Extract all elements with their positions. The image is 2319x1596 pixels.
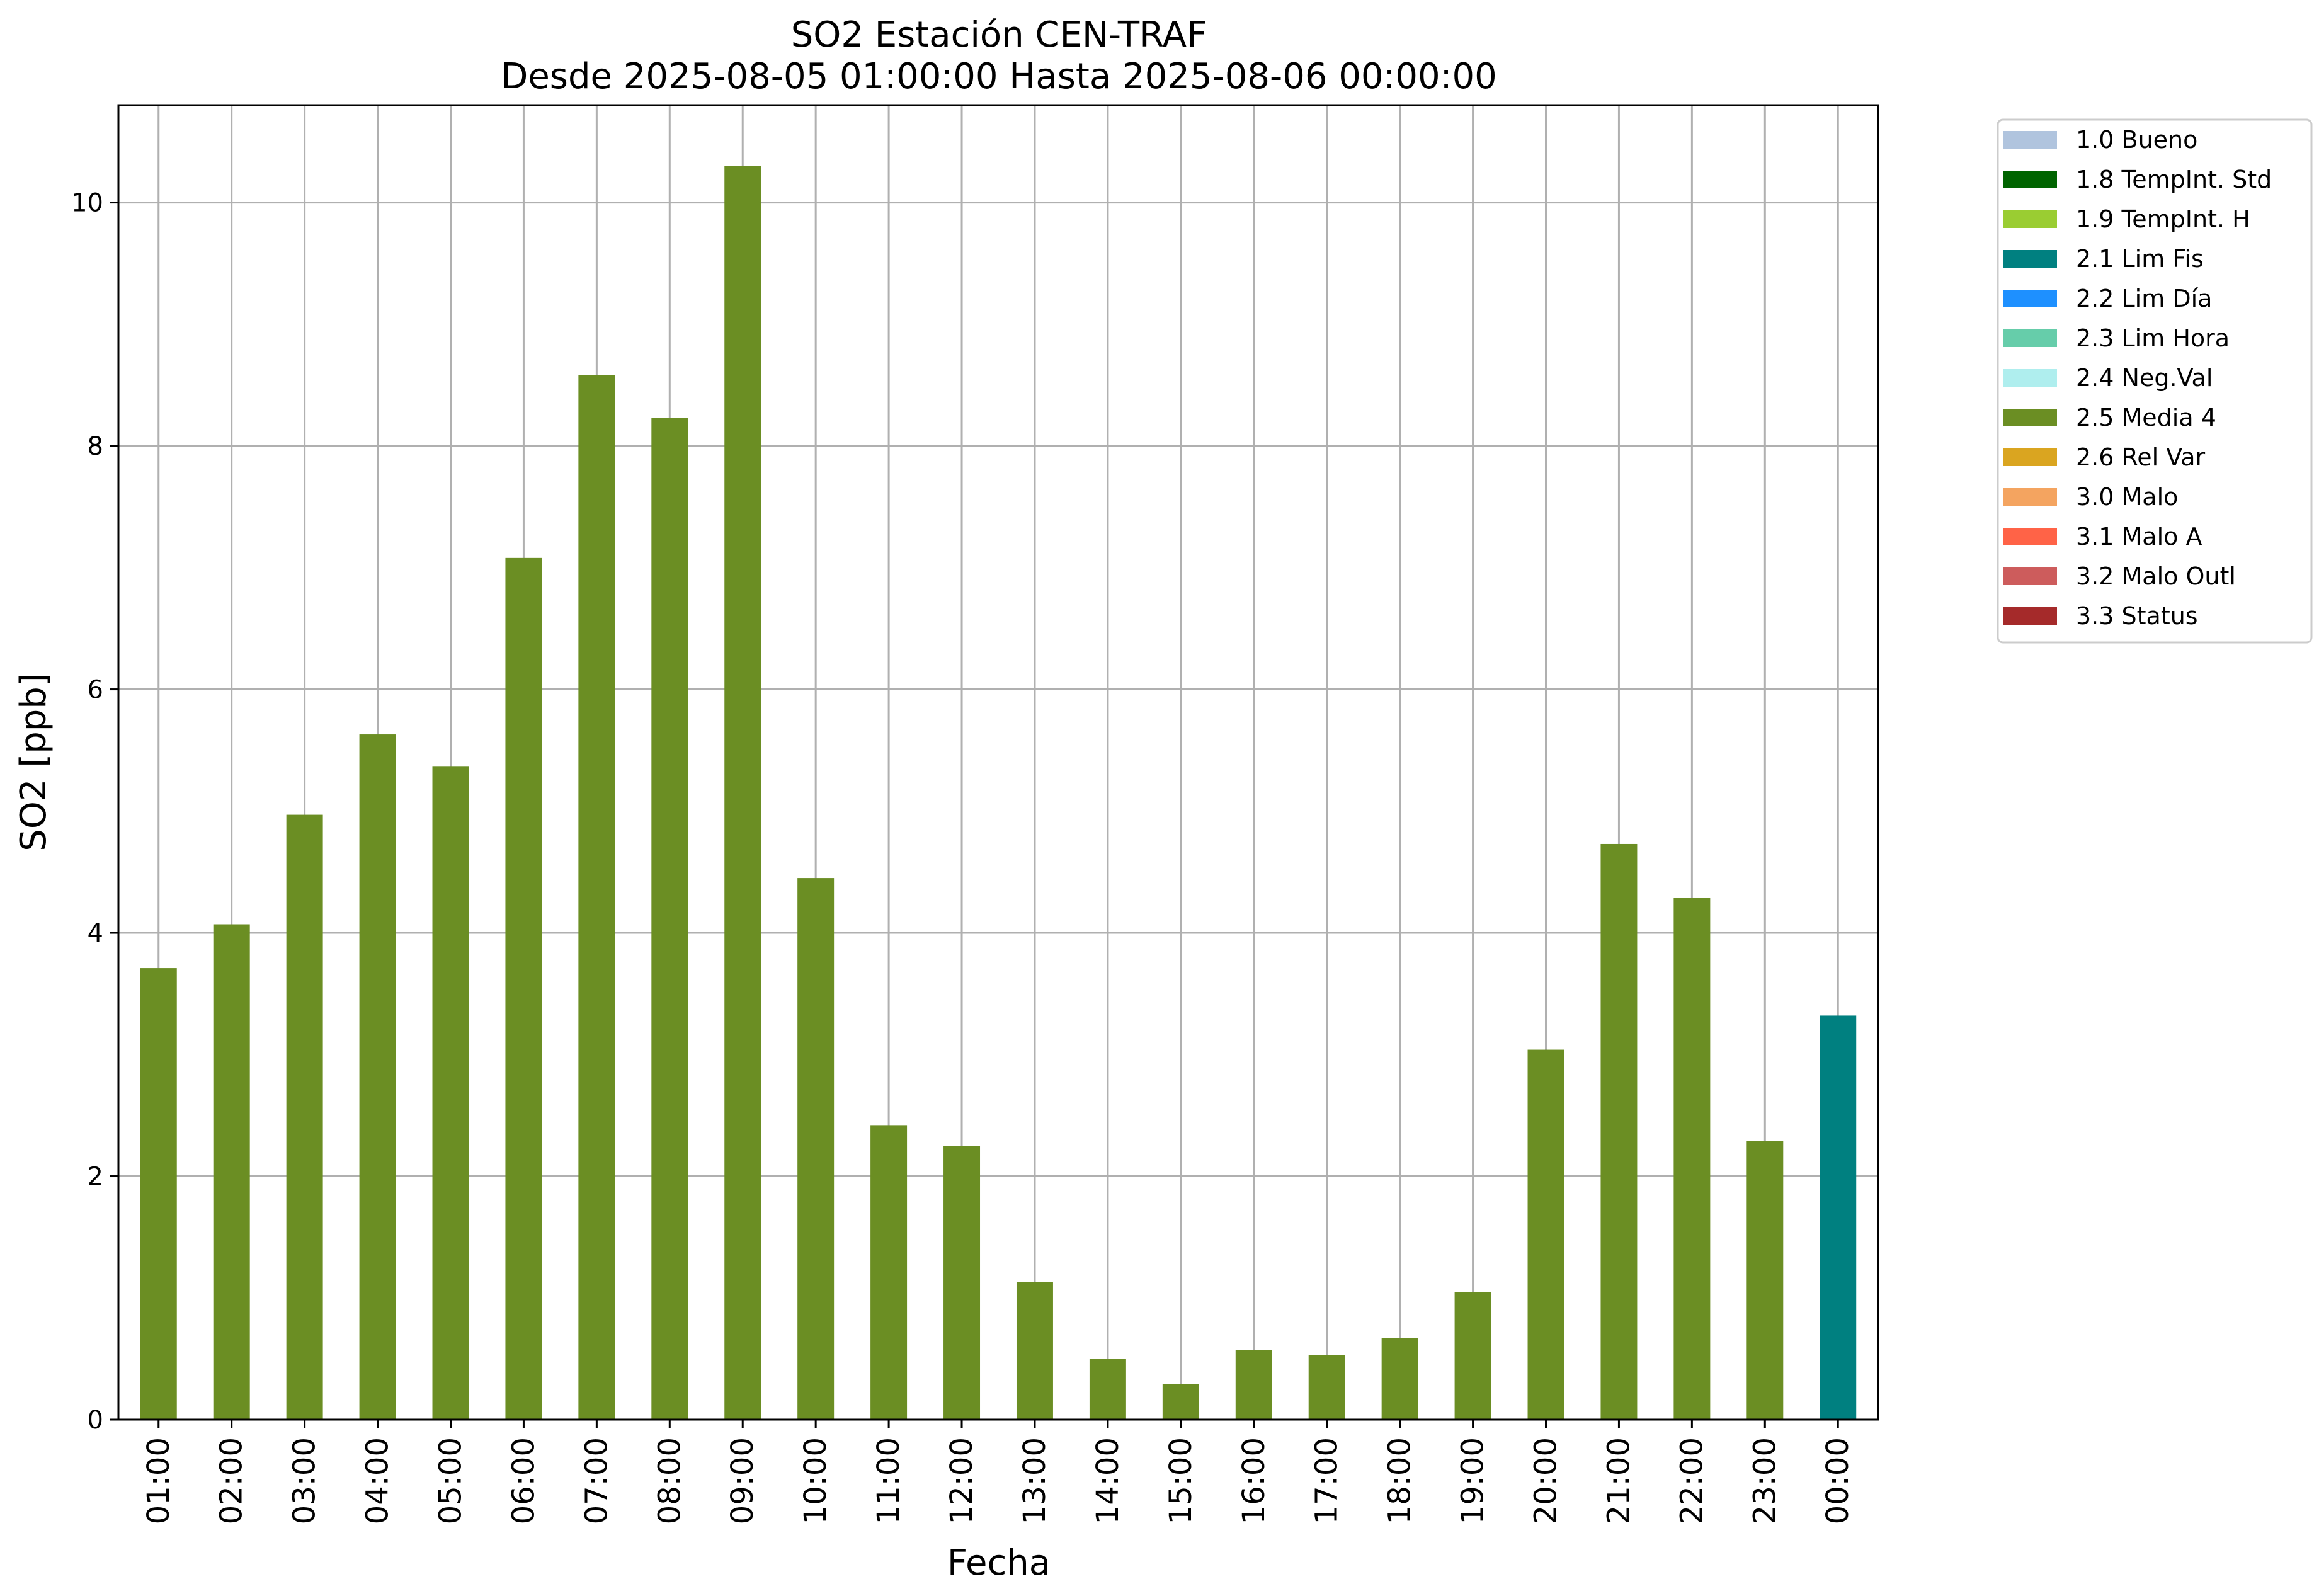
legend-swatch (2003, 290, 2057, 307)
bar-1000 (797, 878, 835, 1420)
legend-swatch (2003, 528, 2057, 545)
x-tick-label: 12:00 (944, 1437, 979, 1524)
legend-swatch (2003, 488, 2057, 506)
legend-label: 2.1 Lim Fis (2076, 245, 2204, 273)
bar-2100 (1600, 843, 1638, 1420)
bar-1800 (1381, 1338, 1418, 1420)
legend-label: 3.1 Malo A (2076, 523, 2202, 550)
bar-0700 (578, 375, 615, 1420)
x-tick-label: 18:00 (1382, 1437, 1418, 1524)
x-tick-label: 11:00 (871, 1437, 906, 1524)
x-tick-label: 16:00 (1236, 1437, 1272, 1524)
chart-title: SO2 Estación CEN-TRAF (791, 14, 1207, 55)
legend-label: 1.9 TempInt. H (2076, 205, 2250, 233)
x-tick-label: 14:00 (1090, 1437, 1125, 1524)
legend-swatch (2003, 210, 2057, 228)
legend-swatch (2003, 448, 2057, 466)
x-tick-label: 23:00 (1747, 1437, 1782, 1524)
bar-2200 (1673, 897, 1711, 1420)
legend-swatch (2003, 250, 2057, 268)
bar-1100 (870, 1125, 908, 1420)
y-tick-label: 2 (88, 1163, 103, 1192)
legend-label: 2.2 Lim Día (2076, 285, 2212, 312)
bar-0200 (213, 924, 250, 1420)
ticks: 0 2 4 6 8 10 01:00 02:00 03:00 04:00 05:00 06:00 07:… (71, 189, 1855, 1525)
legend: 1.0 Bueno 1.8 TempInt. Std 1.9 TempInt. H 2… (1997, 118, 2313, 644)
y-axis-label: SO2 [ppb] (13, 673, 54, 851)
y-tick-label: 8 (88, 432, 103, 461)
legend-swatch (2003, 409, 2057, 426)
legend-swatch (2003, 171, 2057, 188)
legend-swatch (2003, 567, 2057, 585)
bar-0500 (432, 766, 469, 1420)
x-tick-label: 19:00 (1456, 1437, 1491, 1524)
bar-1600 (1235, 1350, 1272, 1420)
legend-label: 2.6 Rel Var (2076, 443, 2206, 471)
bar-2300 (1746, 1141, 1784, 1420)
x-tick-label: 17:00 (1309, 1437, 1345, 1524)
legend-label: 2.5 Media 4 (2076, 404, 2216, 431)
bar-1300 (1016, 1282, 1053, 1420)
x-tick-label: 08:00 (652, 1437, 687, 1524)
y-tick-label: 6 (88, 676, 103, 705)
legend-label: 2.3 Lim Hora (2076, 324, 2230, 352)
bar-0800 (651, 418, 688, 1420)
legend-label: 3.0 Malo (2076, 483, 2178, 511)
x-tick-label: 10:00 (798, 1437, 833, 1524)
x-tick-label: 01:00 (141, 1437, 176, 1524)
legend-label: 1.8 TempInt. Std (2076, 166, 2272, 193)
x-tick-label: 15:00 (1163, 1437, 1199, 1524)
x-tick-label: 21:00 (1601, 1437, 1636, 1524)
bar-1500 (1162, 1384, 1199, 1420)
x-tick-label: 03:00 (287, 1437, 322, 1524)
x-tick-label: 22:00 (1674, 1437, 1709, 1524)
bar-1700 (1308, 1355, 1345, 1420)
bar-0000 (1820, 1015, 1857, 1420)
x-tick-label: 02:00 (214, 1437, 249, 1524)
bars (140, 166, 1857, 1420)
legend-label: 2.4 Neg.Val (2076, 364, 2213, 392)
bar-0300 (286, 814, 323, 1420)
x-tick-label: 13:00 (1017, 1437, 1052, 1524)
bar-1200 (943, 1146, 981, 1420)
legend-swatch (2003, 607, 2057, 625)
legend-swatch (2003, 369, 2057, 387)
legend-label: 3.3 Status (2076, 602, 2198, 630)
y-tick-label: 0 (88, 1406, 103, 1435)
bar-1400 (1089, 1359, 1126, 1420)
x-tick-label: 00:00 (1820, 1437, 1855, 1524)
bar-2000 (1527, 1049, 1564, 1420)
bar-0600 (505, 557, 542, 1420)
legend-box (1997, 118, 2313, 644)
bar-0100 (140, 968, 177, 1420)
chart-subtitle: Desde 2025-08-05 01:00:00 Hasta 2025-08-… (501, 56, 1497, 97)
x-tick-label: 09:00 (725, 1437, 760, 1524)
bar-0400 (359, 734, 396, 1420)
y-tick-label: 10 (71, 189, 103, 218)
x-tick-label: 20:00 (1529, 1437, 1564, 1524)
x-tick-label: 05:00 (433, 1437, 468, 1524)
y-tick-label: 4 (88, 919, 103, 948)
x-axis-label: Fecha (947, 1542, 1051, 1583)
legend-swatch (2003, 131, 2057, 149)
legend-label: 3.2 Malo Outl (2076, 562, 2236, 590)
bar-0900 (724, 166, 761, 1420)
x-tick-label: 04:00 (360, 1437, 396, 1524)
legend-swatch (2003, 329, 2057, 347)
legend-label: 1.0 Bueno (2076, 126, 2197, 154)
x-tick-label: 06:00 (506, 1437, 541, 1524)
x-tick-label: 07:00 (579, 1437, 614, 1524)
bar-1900 (1454, 1292, 1491, 1420)
plot-frame (117, 104, 1879, 1421)
